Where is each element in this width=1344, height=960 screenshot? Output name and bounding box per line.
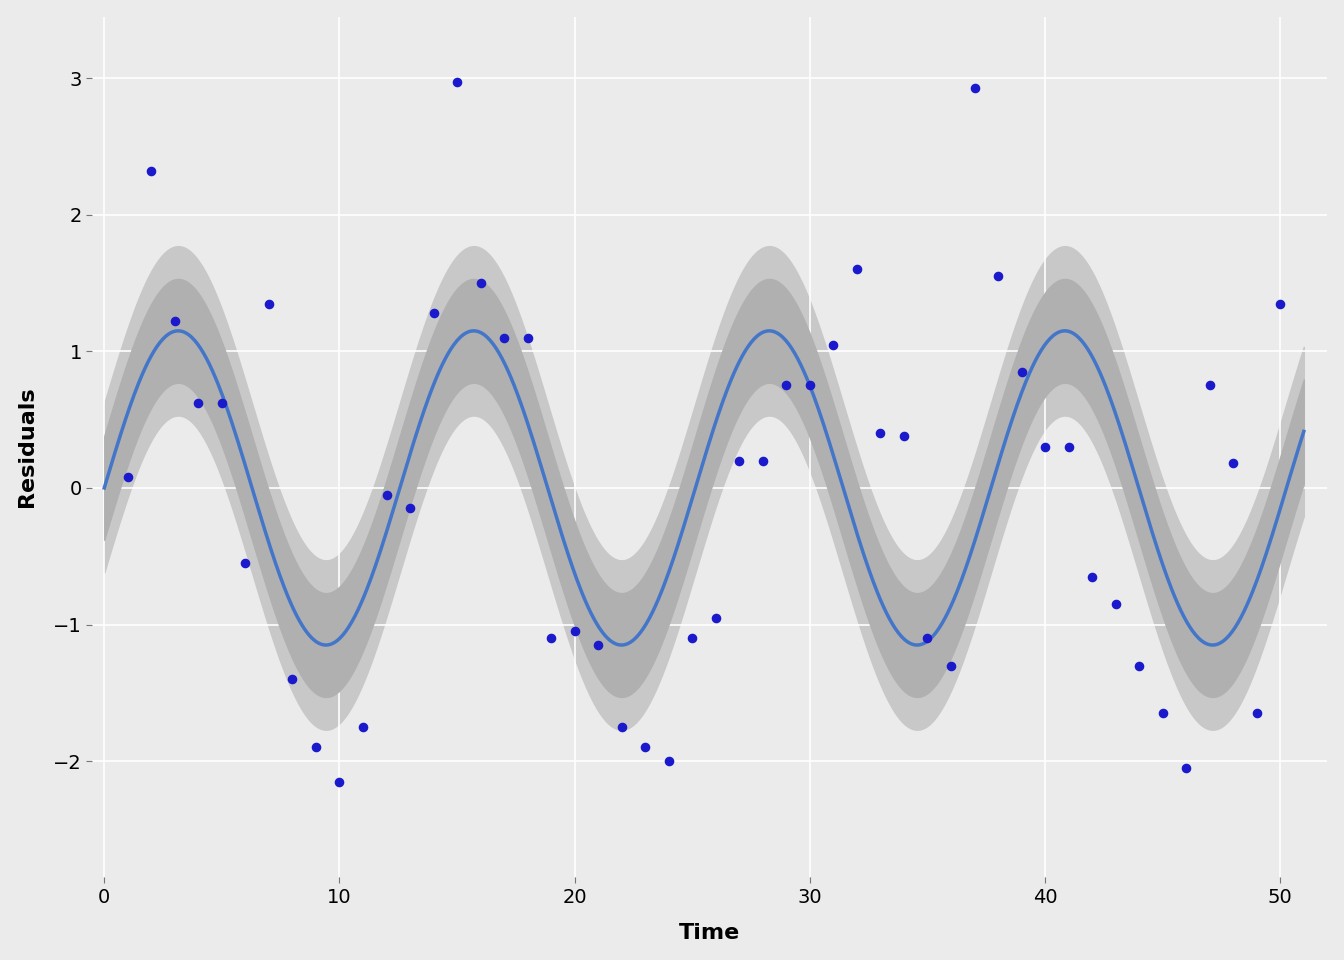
- Point: [470, 276, 492, 291]
- Point: [1199, 378, 1220, 394]
- Point: [706, 610, 727, 625]
- Point: [1058, 440, 1079, 455]
- Point: [988, 269, 1009, 284]
- Point: [188, 396, 210, 411]
- Y-axis label: Residuals: Residuals: [16, 387, 36, 507]
- Point: [1176, 760, 1198, 776]
- X-axis label: Time: Time: [679, 924, 741, 944]
- Point: [800, 378, 821, 394]
- Point: [211, 396, 233, 411]
- Point: [1082, 569, 1103, 585]
- Point: [1246, 706, 1267, 721]
- Point: [894, 428, 915, 444]
- Point: [564, 624, 586, 639]
- Point: [376, 487, 398, 502]
- Point: [634, 740, 656, 756]
- Point: [399, 501, 421, 516]
- Point: [847, 262, 868, 277]
- Point: [1011, 364, 1032, 379]
- Point: [235, 556, 257, 571]
- Point: [258, 296, 280, 311]
- Point: [728, 453, 750, 468]
- Point: [681, 631, 703, 646]
- Point: [917, 631, 938, 646]
- Point: [1152, 706, 1173, 721]
- Point: [141, 163, 163, 179]
- Point: [1270, 296, 1292, 311]
- Point: [117, 469, 138, 485]
- Point: [305, 740, 327, 756]
- Point: [1129, 658, 1150, 673]
- Point: [612, 719, 633, 734]
- Point: [941, 658, 962, 673]
- Point: [517, 330, 539, 346]
- Point: [870, 425, 891, 441]
- Point: [540, 631, 562, 646]
- Point: [446, 75, 468, 90]
- Point: [659, 754, 680, 769]
- Point: [753, 453, 774, 468]
- Point: [352, 719, 374, 734]
- Point: [1223, 456, 1245, 471]
- Point: [423, 305, 445, 321]
- Point: [823, 337, 844, 352]
- Point: [329, 774, 351, 789]
- Point: [164, 314, 185, 329]
- Point: [775, 378, 797, 394]
- Point: [282, 671, 304, 686]
- Point: [493, 330, 515, 346]
- Point: [1105, 596, 1126, 612]
- Point: [587, 637, 609, 653]
- Point: [1035, 440, 1056, 455]
- Point: [964, 80, 985, 95]
